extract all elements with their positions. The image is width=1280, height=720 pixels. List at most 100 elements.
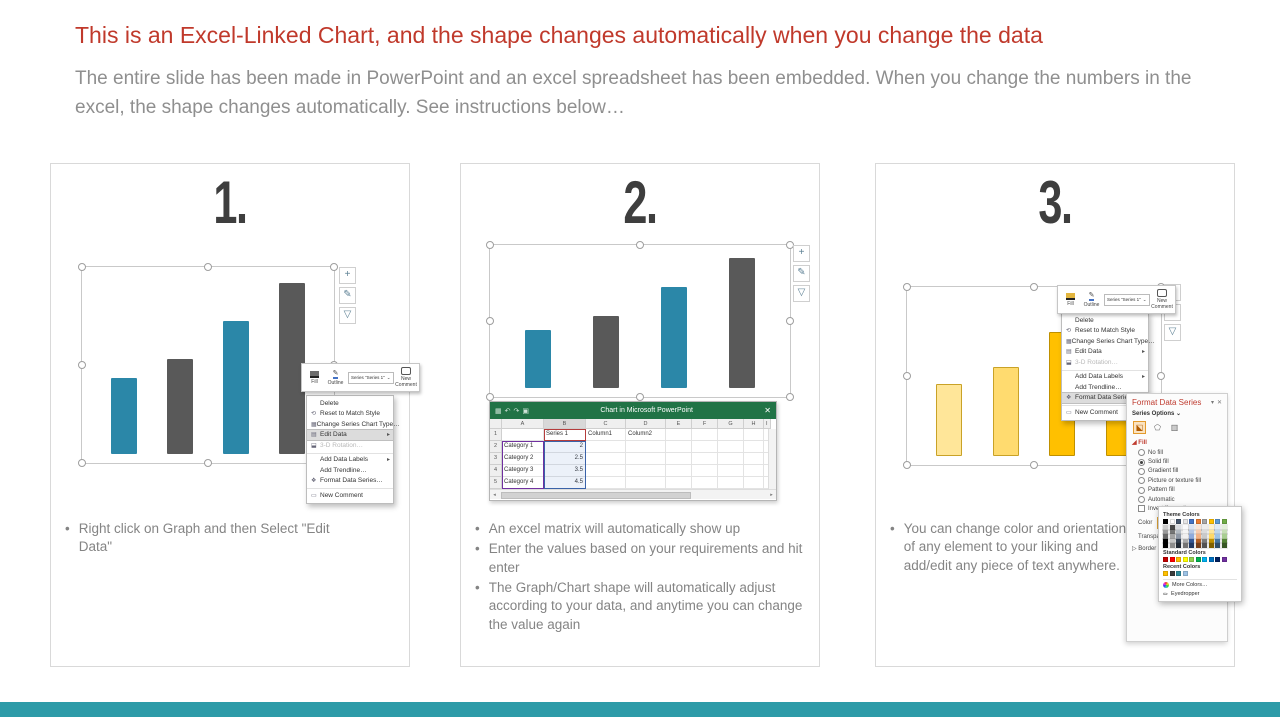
color-swatch[interactable] [1201,528,1208,536]
scrollbar-track[interactable] [499,491,767,499]
column-header-f[interactable]: F [692,419,718,429]
chart-filter-button[interactable]: ▽ [793,285,810,302]
scroll-right-icon[interactable]: ▸ [770,491,773,498]
undo-icon[interactable]: ↶ [504,407,511,415]
select-all-corner[interactable] [490,419,502,429]
color-swatch[interactable] [1220,524,1228,531]
menu-item-add-data-labels[interactable]: Add Data Labels ▸ [307,452,393,466]
color-swatch[interactable] [1175,542,1182,549]
sheet-cell[interactable] [586,453,626,465]
selection-handle[interactable] [78,361,86,369]
color-swatch[interactable] [1162,528,1169,536]
new-comment-button[interactable]: New Comment [395,367,417,388]
color-swatch[interactable] [1169,570,1175,576]
color-swatch[interactable] [1168,524,1176,531]
color-swatch[interactable] [1188,528,1195,536]
sheet-cell[interactable]: Category 2 [502,453,544,465]
bar-category-4[interactable] [729,257,755,388]
menu-item-edit-data[interactable]: ▤ Edit Data ▸ [1062,347,1148,358]
color-swatch[interactable] [1169,519,1175,524]
color-swatch[interactable] [1194,524,1202,531]
color-swatch[interactable] [1202,519,1207,524]
color-swatch[interactable] [1168,537,1176,545]
chart-filter-button[interactable]: ▽ [339,307,356,324]
menu-item-add-trendline[interactable]: Add Trendline… [307,465,393,476]
selection-handle[interactable] [486,393,494,401]
selection-handle[interactable] [903,461,911,469]
color-swatch[interactable] [1194,528,1202,536]
close-icon[interactable]: ✕ [764,406,771,415]
sheet-cell[interactable] [744,477,764,489]
sheet-cell[interactable]: 4.5 [544,477,586,489]
menu-item-reset-to-match-style[interactable]: ⟲ Reset to Match Style [307,409,393,420]
fill-button[interactable]: Fill [306,370,323,385]
scrollbar-thumb[interactable] [501,492,691,499]
color-swatch[interactable] [1201,542,1208,549]
sheet-cell[interactable] [666,477,692,489]
chart-filter-button[interactable]: ▽ [1164,324,1181,341]
save-icon[interactable]: ▣ [522,407,529,415]
more-colors-button[interactable]: More Colors… [1163,582,1237,589]
bar-category-2[interactable] [593,315,619,388]
selection-handle[interactable] [786,393,794,401]
sheet-cell[interactable] [718,441,744,453]
sheet-cell[interactable] [626,453,666,465]
color-swatch[interactable] [1194,537,1202,545]
color-swatch[interactable] [1181,528,1189,536]
color-swatch[interactable] [1214,542,1221,549]
bar-category-3[interactable] [661,286,687,388]
color-swatch[interactable] [1188,542,1195,549]
menu-item-add-trendline[interactable]: Add Trendline… [1062,382,1148,393]
color-swatch[interactable] [1188,524,1195,531]
sheet-cell[interactable] [692,465,718,477]
bar-category-2[interactable] [167,359,193,454]
sheet-cell[interactable] [626,465,666,477]
color-swatch[interactable] [1207,542,1215,549]
color-swatch[interactable] [1220,537,1228,545]
excel-horizontal-scrollbar[interactable]: ◂ ▸ [490,489,776,499]
effects-tab-icon[interactable]: ⬠ [1154,423,1161,432]
color-swatch[interactable] [1215,556,1220,562]
sheet-cell[interactable] [744,429,764,441]
series-dropdown[interactable]: Series "Series 1" ⌄ [1104,293,1150,306]
chart-elements-button[interactable]: + [339,267,356,284]
sheet-cell[interactable] [692,453,718,465]
radio-solid-fill[interactable]: Solid fill [1127,457,1227,466]
bar-category-1[interactable] [525,330,551,388]
color-swatch[interactable] [1163,519,1168,524]
color-swatch[interactable] [1195,556,1201,562]
sheet-cell[interactable]: Column2 [626,429,666,441]
series-dropdown[interactable]: Series "Series 1" ⌄ [348,371,394,384]
selection-handle[interactable] [486,241,494,249]
color-swatch[interactable] [1188,533,1195,540]
sheet-cell[interactable] [718,429,744,441]
color-swatch[interactable] [1201,533,1208,540]
color-swatch[interactable] [1189,519,1194,524]
color-swatch[interactable] [1207,533,1215,540]
row-header-2[interactable]: 2 [490,441,502,453]
color-swatch[interactable] [1208,519,1214,524]
menu-item-add-data-labels[interactable]: Add Data Labels ▸ [1062,369,1148,383]
selection-handle[interactable] [903,283,911,291]
close-icon[interactable]: ✕ [1216,400,1222,406]
color-swatch[interactable] [1162,524,1169,531]
new-comment-button[interactable]: New Comment [1151,289,1173,310]
color-swatch[interactable] [1214,533,1221,540]
selection-handle[interactable] [636,393,644,401]
row-header-3[interactable]: 3 [490,453,502,465]
sheet-cell[interactable] [718,465,744,477]
chart-styles-brush-button[interactable]: ✎ [793,265,810,282]
menu-item-edit-data[interactable]: ▤ Edit Data ▸ [306,428,394,441]
menu-item-new-comment[interactable]: ▭ New Comment [1062,405,1148,418]
fill-section-header[interactable]: ◢ Fill [1132,440,1147,446]
outline-button[interactable]: ✎ Outline [1083,292,1100,308]
sheet-cell[interactable] [744,453,764,465]
color-swatch[interactable] [1182,556,1188,562]
color-swatch[interactable] [1189,556,1194,562]
column-header-h[interactable]: H [744,419,764,429]
sheet-cell[interactable] [626,477,666,489]
sheet-cell[interactable] [692,429,718,441]
color-swatch[interactable] [1168,528,1176,536]
column-header-i[interactable]: I [764,419,771,429]
color-swatch[interactable] [1181,537,1189,545]
